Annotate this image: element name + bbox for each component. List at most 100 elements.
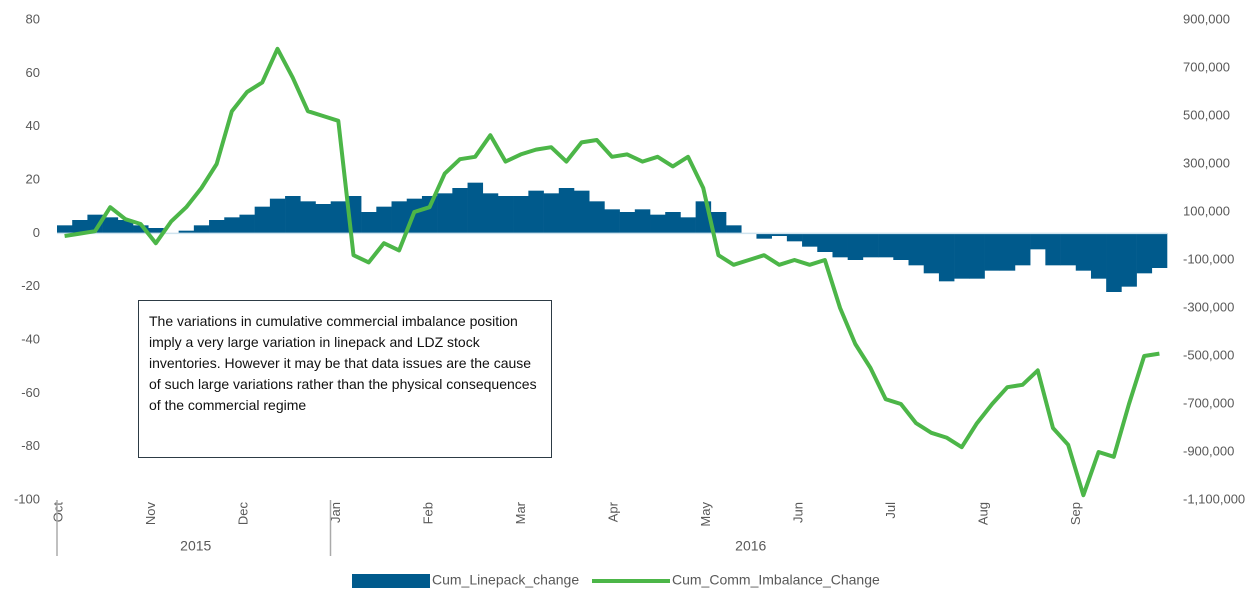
year-label: 2016 — [735, 538, 766, 554]
y2-tick-label: -1,100,000 — [1183, 491, 1245, 506]
bar — [771, 233, 788, 236]
bar — [57, 225, 73, 234]
bar — [558, 188, 575, 234]
bar — [847, 233, 864, 260]
bar — [589, 201, 605, 234]
bar — [1060, 233, 1077, 266]
legend-label: Cum_Comm_Imbalance_Change — [672, 572, 880, 588]
x-tick-label: May — [698, 502, 713, 527]
y2-tick-label: -900,000 — [1183, 443, 1234, 458]
bar — [224, 217, 240, 234]
bar — [117, 220, 134, 234]
y2-tick-label: -100,000 — [1183, 251, 1234, 266]
bar — [938, 233, 955, 282]
x-tick-label: Jan — [328, 502, 343, 523]
bar — [361, 212, 377, 234]
bar — [285, 196, 301, 234]
x-tick-label: Oct — [50, 502, 65, 523]
y2-tick-label: 900,000 — [1183, 11, 1230, 26]
y2-tick-label: -700,000 — [1183, 395, 1234, 410]
bar — [1030, 233, 1046, 250]
bar — [513, 196, 529, 234]
legend-swatch — [352, 574, 430, 588]
line — [64, 46, 1160, 498]
bar — [954, 233, 970, 279]
bar — [269, 198, 286, 234]
x-tick-label: Aug — [975, 502, 990, 525]
bar — [452, 188, 468, 234]
annotation: The variations in cumulative commercial … — [138, 300, 552, 458]
x-tick-label: Nov — [143, 502, 158, 526]
bar — [178, 230, 195, 234]
x-tick-label: Feb — [420, 502, 435, 524]
bar — [87, 214, 103, 234]
bar — [893, 233, 909, 260]
y-tick-label: 20 — [26, 171, 40, 186]
bar — [528, 190, 544, 234]
bar — [710, 212, 727, 234]
bar — [619, 212, 636, 234]
y-tick-label: 40 — [26, 118, 40, 133]
y-tick-label: 60 — [26, 65, 40, 80]
x-tick-label: Jun — [790, 502, 805, 523]
bar — [148, 228, 164, 234]
bar — [832, 233, 848, 258]
bar — [817, 233, 833, 252]
year-label: 2015 — [180, 538, 211, 554]
bar — [923, 233, 940, 274]
legend-label: Cum_Linepack_change — [432, 572, 579, 588]
bar — [573, 190, 590, 234]
bar — [1045, 233, 1061, 266]
y2-tick-label: 100,000 — [1183, 203, 1230, 218]
y-tick-label: -60 — [21, 385, 40, 400]
bar — [862, 233, 879, 258]
bar — [802, 233, 818, 247]
bar — [786, 233, 803, 242]
y2-tick-label: 500,000 — [1183, 107, 1230, 122]
y-tick-label: -100 — [14, 491, 40, 506]
bar — [193, 225, 210, 234]
bar — [984, 233, 1001, 271]
x-tick-label: Jul — [883, 502, 898, 519]
bar — [680, 217, 696, 234]
bar — [1106, 233, 1122, 292]
y2-tick-label: -300,000 — [1183, 299, 1234, 314]
x-tick-label: Sep — [1068, 502, 1083, 525]
bar — [999, 233, 1016, 271]
bar — [1014, 233, 1031, 266]
bar — [908, 233, 925, 266]
bar — [1151, 233, 1168, 268]
bar — [376, 206, 392, 234]
bar — [1090, 233, 1107, 279]
bar — [300, 201, 316, 234]
bar — [421, 196, 438, 234]
bar — [665, 212, 681, 234]
x-tick-label: Apr — [605, 501, 620, 522]
bar — [543, 193, 560, 234]
y-tick-label: -40 — [21, 331, 40, 346]
bar — [330, 201, 347, 234]
bar — [102, 217, 119, 234]
y-tick-label: 0 — [33, 225, 40, 240]
x-tick-label: Mar — [513, 501, 528, 524]
bar — [437, 193, 453, 234]
y-tick-label: 80 — [26, 11, 40, 26]
bar — [1075, 233, 1092, 271]
y2-tick-label: -500,000 — [1183, 347, 1234, 362]
bar — [72, 220, 88, 234]
bar — [756, 233, 772, 239]
x-tick-label: Dec — [235, 502, 250, 526]
bar — [315, 204, 331, 234]
bar — [482, 193, 499, 234]
y-tick-label: -80 — [21, 438, 40, 453]
bar — [497, 196, 514, 234]
bar — [726, 225, 742, 234]
bar — [391, 201, 408, 234]
bar — [239, 214, 255, 234]
bar — [467, 182, 484, 234]
y-tick-label: -20 — [21, 278, 40, 293]
bar — [634, 209, 651, 234]
bar — [604, 209, 620, 234]
